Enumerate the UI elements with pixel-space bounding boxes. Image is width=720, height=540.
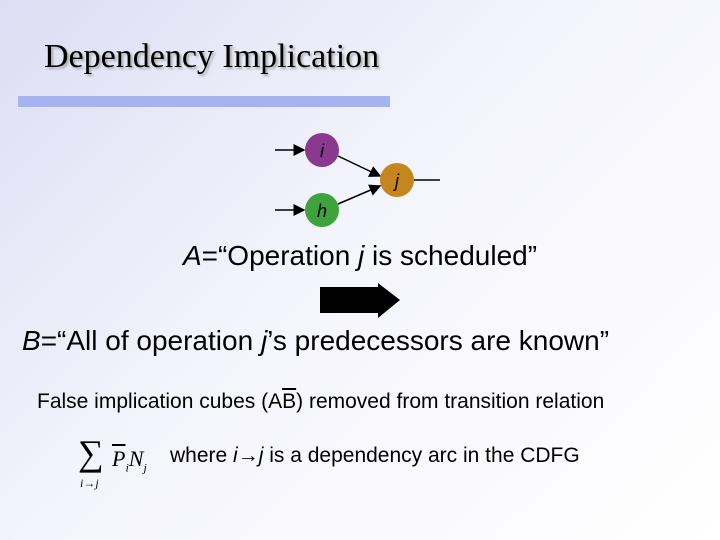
text: i	[80, 476, 84, 490]
text: A	[182, 240, 202, 271]
text: P	[112, 446, 126, 471]
node-label: j	[392, 171, 400, 191]
sum-terms: PiNj	[112, 446, 147, 475]
edge	[337, 184, 382, 205]
text: B	[22, 325, 41, 356]
text: where	[170, 444, 234, 467]
text: j	[95, 476, 99, 490]
text: ’s predecessors are known”	[267, 325, 610, 356]
sum-symbol: ∑	[78, 433, 104, 473]
node-circle	[380, 163, 414, 197]
text: =“Operation	[201, 240, 359, 271]
sum-sub: i→j	[80, 476, 99, 491]
text: i	[233, 444, 238, 467]
title-bar	[18, 96, 390, 107]
text: False implication cubes (	[37, 390, 269, 413]
text: B	[282, 390, 297, 413]
where-text: where i→j is a dependency arc in the CDF…	[170, 444, 580, 468]
statement-b: B=“All of operation j’s predecessors are…	[22, 325, 609, 357]
text: →	[83, 476, 96, 490]
text: ) removed from transition relation	[296, 390, 605, 413]
node-circle	[305, 133, 339, 167]
statement-a: A=“Operation j is scheduled”	[0, 240, 720, 272]
note: False implication cubes (AB) removed fro…	[37, 390, 604, 414]
text: N	[128, 446, 144, 471]
text: j	[260, 325, 268, 356]
text: j	[143, 460, 147, 475]
edge	[337, 155, 382, 177]
text: →	[237, 444, 259, 467]
text: =“All of operation	[40, 325, 261, 356]
slide-title: Dependency Implication	[44, 38, 380, 75]
node-label: i	[320, 141, 325, 161]
node-label: h	[317, 201, 327, 221]
text: j	[358, 240, 365, 271]
text: A	[268, 390, 283, 413]
text: is scheduled”	[364, 240, 538, 271]
node-circle	[305, 193, 339, 227]
text: is a dependency arc in the CDFG	[263, 444, 580, 467]
text: j	[258, 444, 264, 467]
text: i	[125, 460, 129, 475]
implication-arrow	[320, 283, 400, 318]
formula: ∑ i→j PiNj	[78, 433, 147, 526]
